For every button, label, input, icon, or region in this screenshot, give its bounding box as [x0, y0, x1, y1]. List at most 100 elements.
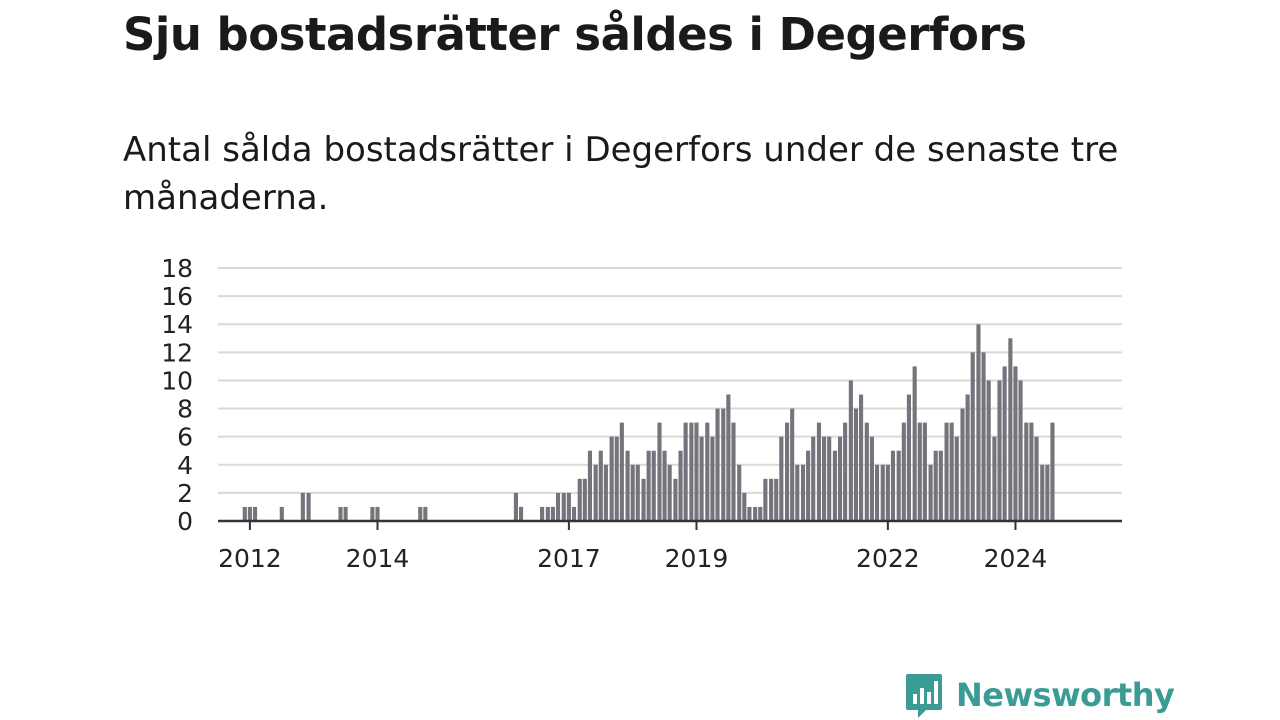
- bar: [779, 436, 784, 521]
- bar: [566, 492, 571, 521]
- bar: [587, 450, 592, 521]
- bar: [571, 506, 577, 521]
- bar: [694, 422, 699, 521]
- bar: [1002, 366, 1007, 521]
- bar: [922, 422, 927, 521]
- y-tick-label: 0: [177, 507, 193, 536]
- bar: [1029, 422, 1034, 521]
- y-tick-label: 6: [177, 423, 193, 452]
- bar: [896, 450, 901, 521]
- bar: [986, 380, 991, 521]
- bar: [800, 464, 806, 521]
- bar: [917, 422, 922, 521]
- bar: [518, 506, 524, 521]
- bar: [418, 506, 423, 521]
- bar: [992, 436, 997, 521]
- y-tick-label: 16: [161, 282, 193, 311]
- x-tick-label: 2024: [984, 544, 1048, 573]
- bar: [933, 450, 938, 521]
- bar: [710, 436, 715, 521]
- bar: [513, 492, 518, 521]
- bar: [827, 436, 832, 521]
- bar: [279, 506, 284, 521]
- newsworthy-wordmark: Newsworthy: [956, 676, 1175, 714]
- bar: [1008, 338, 1013, 521]
- x-tick-label: 2017: [537, 544, 601, 573]
- bar: [981, 352, 986, 521]
- bar: [651, 450, 656, 521]
- bar: [848, 380, 853, 521]
- bar: [1018, 380, 1023, 521]
- bar: [603, 464, 608, 521]
- bar: [832, 450, 837, 521]
- bar: [614, 436, 619, 521]
- bar: [976, 324, 981, 521]
- bar: [944, 422, 949, 521]
- bar: [859, 394, 864, 521]
- bar: [906, 394, 911, 521]
- bar: [561, 492, 566, 521]
- bar: [864, 422, 869, 521]
- bar: [790, 408, 795, 521]
- bar: [742, 492, 747, 521]
- bar: [890, 450, 896, 521]
- y-tick-label: 10: [161, 366, 193, 395]
- bar: [1050, 422, 1055, 521]
- bar: [997, 380, 1002, 521]
- bar: [731, 422, 736, 521]
- bar: [737, 464, 742, 521]
- bar: [635, 464, 640, 521]
- bar: [949, 422, 954, 521]
- bar: [938, 450, 943, 521]
- bar: [901, 422, 906, 521]
- bar: [965, 394, 970, 521]
- y-tick-label: 2: [177, 479, 193, 508]
- bar: [699, 436, 704, 521]
- bar: [625, 450, 630, 521]
- bar: [715, 408, 720, 521]
- bar: [1045, 464, 1050, 521]
- bar: [545, 506, 550, 521]
- bar: [667, 464, 672, 521]
- bar: [758, 506, 763, 521]
- x-tick-label: 2022: [856, 544, 920, 573]
- bar: [837, 436, 843, 521]
- bar: [577, 478, 582, 521]
- bar: [338, 506, 343, 521]
- bar: [763, 478, 768, 521]
- bar: [306, 492, 311, 521]
- x-tick-label: 2012: [218, 544, 282, 573]
- bar: [343, 506, 348, 521]
- bar: [806, 450, 811, 521]
- bar: [874, 464, 880, 521]
- bar: [885, 464, 890, 521]
- bar: [673, 478, 678, 521]
- bar: [582, 478, 587, 521]
- newsworthy-logo: Newsworthy: [902, 670, 1175, 720]
- bar: [954, 436, 959, 521]
- y-tick-label: 18: [161, 254, 193, 283]
- bar: [811, 436, 816, 521]
- bar: [1013, 366, 1018, 521]
- bar: [247, 506, 252, 521]
- bar: [721, 408, 726, 521]
- bar: [609, 436, 614, 521]
- chart-title: Sju bostadsrätter såldes i Degerfors: [123, 8, 1027, 61]
- bar: [960, 408, 965, 521]
- bar: [753, 506, 758, 521]
- bar: [370, 506, 375, 521]
- x-tick-label: 2014: [346, 544, 410, 573]
- bar: [555, 492, 561, 521]
- bar: [880, 464, 885, 521]
- bar: [869, 436, 874, 521]
- bar: [912, 366, 917, 521]
- bar: [769, 478, 774, 521]
- y-tick-label: 8: [177, 395, 193, 424]
- bar: [683, 422, 688, 521]
- bar: [540, 506, 545, 521]
- bar: [785, 422, 790, 521]
- bar: [843, 422, 848, 521]
- bar: [1034, 436, 1039, 521]
- bar: [550, 506, 555, 521]
